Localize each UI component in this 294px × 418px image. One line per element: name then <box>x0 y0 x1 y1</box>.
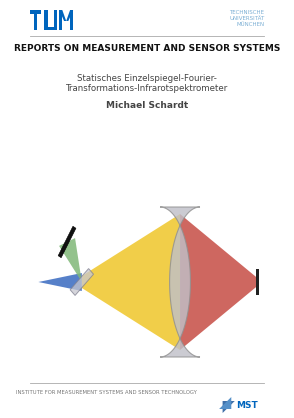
Polygon shape <box>58 226 76 258</box>
Polygon shape <box>59 238 82 282</box>
Text: MÜNCHEN: MÜNCHEN <box>236 22 264 27</box>
Bar <box>34 10 37 30</box>
Text: TECHNISCHE: TECHNISCHE <box>229 10 264 15</box>
Bar <box>44 10 48 30</box>
Text: Statisches Einzelspiegel-Fourier-: Statisches Einzelspiegel-Fourier- <box>77 74 217 83</box>
Polygon shape <box>39 273 82 291</box>
Text: MST: MST <box>236 402 258 410</box>
Bar <box>54 10 57 30</box>
Polygon shape <box>82 214 180 350</box>
Polygon shape <box>160 207 200 357</box>
Polygon shape <box>223 401 235 413</box>
Text: REPORTS ON MEASUREMENT AND SENSOR SYSTEMS: REPORTS ON MEASUREMENT AND SENSOR SYSTEM… <box>14 44 280 53</box>
Bar <box>255 269 259 295</box>
Polygon shape <box>180 214 257 350</box>
Text: UNIVERSITÄT: UNIVERSITÄT <box>229 16 264 21</box>
Polygon shape <box>66 10 73 21</box>
Bar <box>44 26 57 30</box>
Text: Michael Schardt: Michael Schardt <box>106 101 188 110</box>
Bar <box>59 10 62 30</box>
Text: Transformations-Infrarotspektrometer: Transformations-Infrarotspektrometer <box>66 84 228 93</box>
Bar <box>30 10 41 13</box>
Polygon shape <box>59 10 66 21</box>
Bar <box>70 10 73 30</box>
Polygon shape <box>70 268 93 296</box>
Polygon shape <box>219 397 231 409</box>
Text: INSTITUTE FOR MEASUREMENT SYSTEMS AND SENSOR TECHNOLOGY: INSTITUTE FOR MEASUREMENT SYSTEMS AND SE… <box>16 390 197 395</box>
